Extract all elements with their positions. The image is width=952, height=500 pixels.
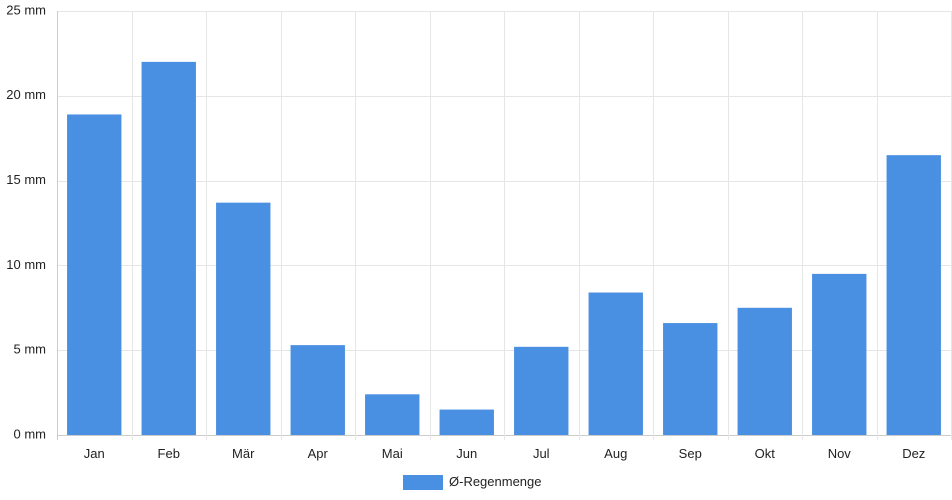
bar-apr[interactable] — [290, 345, 345, 435]
y-tick-label: 15 mm — [6, 172, 46, 187]
y-tick-label: 10 mm — [6, 257, 46, 272]
bar-nov[interactable] — [812, 273, 867, 435]
y-tick-label: 0 mm — [14, 426, 47, 441]
x-tick-label: Okt — [755, 446, 776, 461]
bar-feb[interactable] — [141, 61, 196, 435]
chart-legend[interactable]: Ø-Regenmenge — [403, 474, 542, 490]
x-tick-label: Mär — [232, 446, 255, 461]
bar-sep[interactable] — [663, 323, 718, 435]
y-tick-label: 20 mm — [6, 87, 46, 102]
y-tick-label: 5 mm — [14, 342, 47, 357]
x-tick-label: Feb — [158, 446, 180, 461]
bar-jul[interactable] — [514, 346, 569, 435]
x-tick-label: Jun — [456, 446, 477, 461]
bar-jan[interactable] — [67, 114, 122, 436]
chart-grid — [57, 11, 952, 440]
x-tick-label: Aug — [604, 446, 627, 461]
bar-mai[interactable] — [365, 394, 420, 435]
bar-mär[interactable] — [216, 202, 271, 435]
legend-swatch — [403, 475, 443, 490]
x-tick-label: Apr — [308, 446, 329, 461]
x-tick-label: Dez — [902, 446, 925, 461]
legend-label: Ø-Regenmenge — [449, 474, 542, 489]
x-axis-ticks: Jan Feb Mär Apr Mai Jun Jul Aug Sep Okt Nov Dez — [84, 446, 926, 461]
bar-okt[interactable] — [737, 307, 792, 435]
bar-jun[interactable] — [439, 409, 494, 435]
y-axis-ticks: 0 mm 5 mm 10 mm 15 mm 20 mm 25 mm — [6, 2, 46, 441]
x-tick-label: Sep — [679, 446, 702, 461]
y-tick-label: 25 mm — [6, 2, 46, 17]
x-tick-label: Jan — [84, 446, 105, 461]
chart-bars — [67, 61, 941, 436]
x-tick-label: Nov — [828, 446, 852, 461]
x-tick-label: Jul — [533, 446, 550, 461]
bar-dez[interactable] — [886, 155, 941, 435]
bar-aug[interactable] — [588, 292, 643, 435]
x-tick-label: Mai — [382, 446, 403, 461]
